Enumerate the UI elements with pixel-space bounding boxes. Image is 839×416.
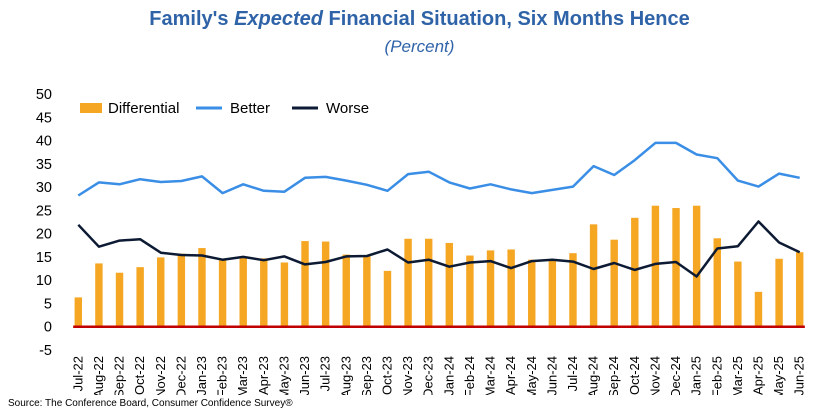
x-tick-label: Nov-23: [400, 356, 415, 395]
x-tick-label: Mar-24: [483, 356, 498, 395]
x-tick-label: Apr-25: [750, 356, 765, 395]
legend-swatch-differential: [80, 103, 102, 113]
bar-differential: [198, 248, 206, 327]
x-tick-label: Aug-22: [91, 356, 106, 395]
x-tick-label: Jan-24: [441, 356, 456, 395]
bar-differential: [424, 238, 433, 327]
x-tick-label: Oct-23: [379, 356, 394, 395]
x-tick-label: Nov-22: [153, 356, 168, 395]
x-tick-label: Jan-25: [689, 356, 704, 395]
bar-differential: [218, 260, 227, 327]
bar-differential: [301, 241, 309, 327]
bar-differential: [569, 253, 577, 327]
y-tick-label: 35: [36, 157, 52, 173]
x-tick-label: Dec-22: [173, 356, 188, 395]
x-tick-label: Sep-24: [606, 356, 621, 395]
x-tick-label: Feb-24: [462, 356, 477, 395]
bar-differential: [136, 267, 144, 327]
series-line-better: [77, 141, 800, 197]
x-tick-label: Dec-23: [421, 356, 436, 395]
x-tick-label: Jun-25: [792, 356, 807, 395]
bar-differential: [260, 258, 268, 327]
bar-differential: [486, 250, 495, 327]
y-tick-label: 25: [36, 203, 52, 219]
bar-differential: [507, 249, 515, 327]
x-tick-label: Apr-23: [256, 356, 271, 395]
y-tick-label: 5: [44, 296, 52, 312]
y-tick-label: 0: [44, 320, 52, 336]
x-tick-label: Feb-25: [709, 356, 724, 395]
title-post: Financial Situation, Six Months Hence: [323, 8, 690, 30]
y-tick-label: 20: [36, 227, 52, 243]
x-tick-label: Nov-24: [647, 356, 662, 395]
x-tick-label: Jun-24: [544, 356, 559, 395]
bar-differential: [157, 257, 165, 327]
chart-subtitle: (Percent): [384, 37, 455, 56]
x-tick-label: Aug-24: [586, 356, 601, 395]
y-tick-label: 10: [36, 273, 52, 289]
y-tick-label: 15: [36, 250, 52, 266]
bar-differential: [445, 242, 454, 327]
x-tick-label: Mar-25: [730, 356, 745, 395]
bar-differential: [672, 208, 680, 327]
bar-differential: [795, 252, 804, 327]
bar-differential: [363, 256, 371, 327]
y-tick-label: -5: [39, 343, 52, 359]
y-tick-label: 40: [36, 134, 52, 150]
x-tick-label: Jun-23: [297, 356, 312, 395]
bar-differential: [528, 259, 536, 327]
bar-differential: [280, 262, 289, 327]
x-tick-label: Apr-24: [503, 356, 518, 395]
bar-differential: [239, 256, 247, 327]
bar-differential: [734, 261, 742, 327]
x-tick-label: Jul-22: [70, 356, 85, 391]
bar-differential: [610, 239, 618, 327]
bar-differential: [589, 224, 598, 327]
y-tick-label: 30: [36, 180, 52, 196]
bar-differential: [692, 205, 701, 327]
x-tick-label: May-24: [524, 356, 539, 395]
bar-differential: [74, 297, 83, 327]
title-emphasis: Expected: [234, 8, 323, 30]
x-tick-label: Sep-23: [359, 356, 374, 395]
legend-label-differential: Differential: [108, 100, 179, 117]
bar-differential: [177, 253, 186, 327]
x-tick-label: Feb-23: [215, 356, 230, 395]
x-tick-label: Jul-23: [318, 356, 333, 391]
x-tick-label: Oct-22: [132, 356, 147, 395]
y-tick-label: 50: [36, 87, 52, 103]
bar-differential: [775, 258, 783, 327]
bar-differential: [651, 205, 660, 327]
bar-differential: [342, 254, 350, 327]
series-line-worse: [77, 220, 801, 278]
source-note: Source: The Conference Board, Consumer C…: [8, 398, 293, 409]
legend-label-better: Better: [230, 100, 270, 117]
bar-differential: [631, 217, 639, 327]
bar-differential: [404, 238, 412, 327]
bar-differential: [713, 238, 721, 327]
bar-differential: [321, 241, 330, 327]
bar-differential: [95, 263, 103, 327]
x-tick-label: May-23: [276, 356, 291, 395]
chart-area: -5 0 5 10 15 20 25 30 35 40 45 50 Jul-22 Aug-22 Sep-22…: [36, 87, 807, 395]
x-tick-label: Aug-23: [338, 356, 353, 395]
bar-differential: [548, 259, 557, 327]
x-tick-label: Dec-24: [668, 356, 683, 395]
x-tick-label: Sep-22: [112, 356, 127, 395]
x-tick-label: Oct-24: [627, 356, 642, 395]
x-tick-label: Mar-23: [235, 356, 250, 395]
bar-differential: [754, 291, 763, 327]
title-pre: Family's: [149, 8, 235, 30]
x-tick-label: Jul-24: [565, 356, 580, 391]
chart-title: Family's Expected Financial Situation, S…: [0, 8, 839, 31]
bar-differential: [383, 270, 392, 327]
legend-label-worse: Worse: [326, 100, 369, 117]
bar-differential: [466, 255, 474, 327]
y-tick-label: 45: [36, 110, 52, 126]
bar-differential: [115, 272, 124, 327]
x-tick-label: May-25: [771, 356, 786, 395]
x-tick-label: Jan-23: [194, 356, 209, 395]
